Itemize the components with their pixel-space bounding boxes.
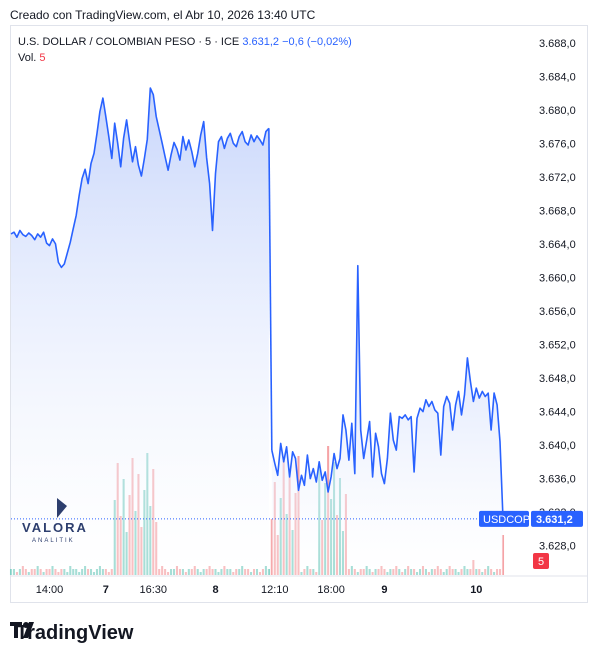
y-tick-label: 3.672,0 <box>539 172 576 184</box>
tradingview-wordmark: TradingView <box>16 622 134 644</box>
price-line-gap <box>268 128 273 451</box>
price-badge-label: 3.631,2 <box>536 514 573 526</box>
x-tick-label: 10 <box>470 584 482 596</box>
x-tick-label: 8 <box>212 584 218 596</box>
chart-caption: Creado con TradingView.com, el Abr 10, 2… <box>10 8 316 22</box>
y-tick-label: 3.648,0 <box>539 373 576 385</box>
y-tick-label: 3.660,0 <box>539 272 576 284</box>
y-tick-label: 3.684,0 <box>539 71 576 83</box>
ticker-badge <box>479 510 529 527</box>
y-tick-label: 3.636,0 <box>539 474 576 486</box>
y-tick-label: 3.628,0 <box>539 541 576 553</box>
x-tick-label: 16:30 <box>139 584 167 596</box>
watermark-name: VALORA <box>22 520 88 535</box>
symbol-label[interactable]: U.S. DOLLAR / COLOMBIAN PESO · 5 · ICE <box>18 36 240 48</box>
x-tick-label: 9 <box>381 584 387 596</box>
tradingview-logo[interactable]: TradingView <box>10 622 133 645</box>
price-change: −0,6 (−0,02%) <box>282 36 352 48</box>
y-tick-label: 3.644,0 <box>539 407 576 419</box>
last-price: 3.631,2 <box>242 36 280 48</box>
y-tick-label: 3.688,0 <box>539 38 576 50</box>
valora-mark-icon <box>57 498 67 518</box>
chart-legend: U.S. DOLLAR / COLOMBIAN PESO · 5 · ICE 3… <box>18 34 352 66</box>
watermark-sub: ANALITIK <box>32 538 75 544</box>
y-tick-label: 3.656,0 <box>539 306 576 318</box>
y-tick-label: 3.640,0 <box>539 440 576 452</box>
y-tick-label: 3.668,0 <box>539 205 576 217</box>
volume-badge-label: 5 <box>538 556 544 568</box>
y-tick-label: 3.676,0 <box>539 138 576 150</box>
y-tick-label: 3.652,0 <box>539 340 576 352</box>
y-tick-label: 3.664,0 <box>539 239 576 251</box>
x-tick-label: 14:00 <box>36 584 64 596</box>
price-line-2[interactable] <box>271 264 504 519</box>
y-tick-label: 3.680,0 <box>539 105 576 117</box>
price-line-1[interactable] <box>10 87 270 269</box>
x-tick-label: 18:00 <box>317 584 345 596</box>
ticker-badge-label: USDCOP <box>483 514 530 526</box>
price-area-1 <box>11 88 269 575</box>
volume-label: Vol. <box>18 52 37 64</box>
price-badge <box>531 510 583 527</box>
price-area-2 <box>271 265 503 575</box>
volume-badge <box>533 553 549 569</box>
x-tick-label: 7 <box>103 584 109 596</box>
x-tick-label: 12:10 <box>261 584 289 596</box>
volume-value: 5 <box>39 52 46 64</box>
